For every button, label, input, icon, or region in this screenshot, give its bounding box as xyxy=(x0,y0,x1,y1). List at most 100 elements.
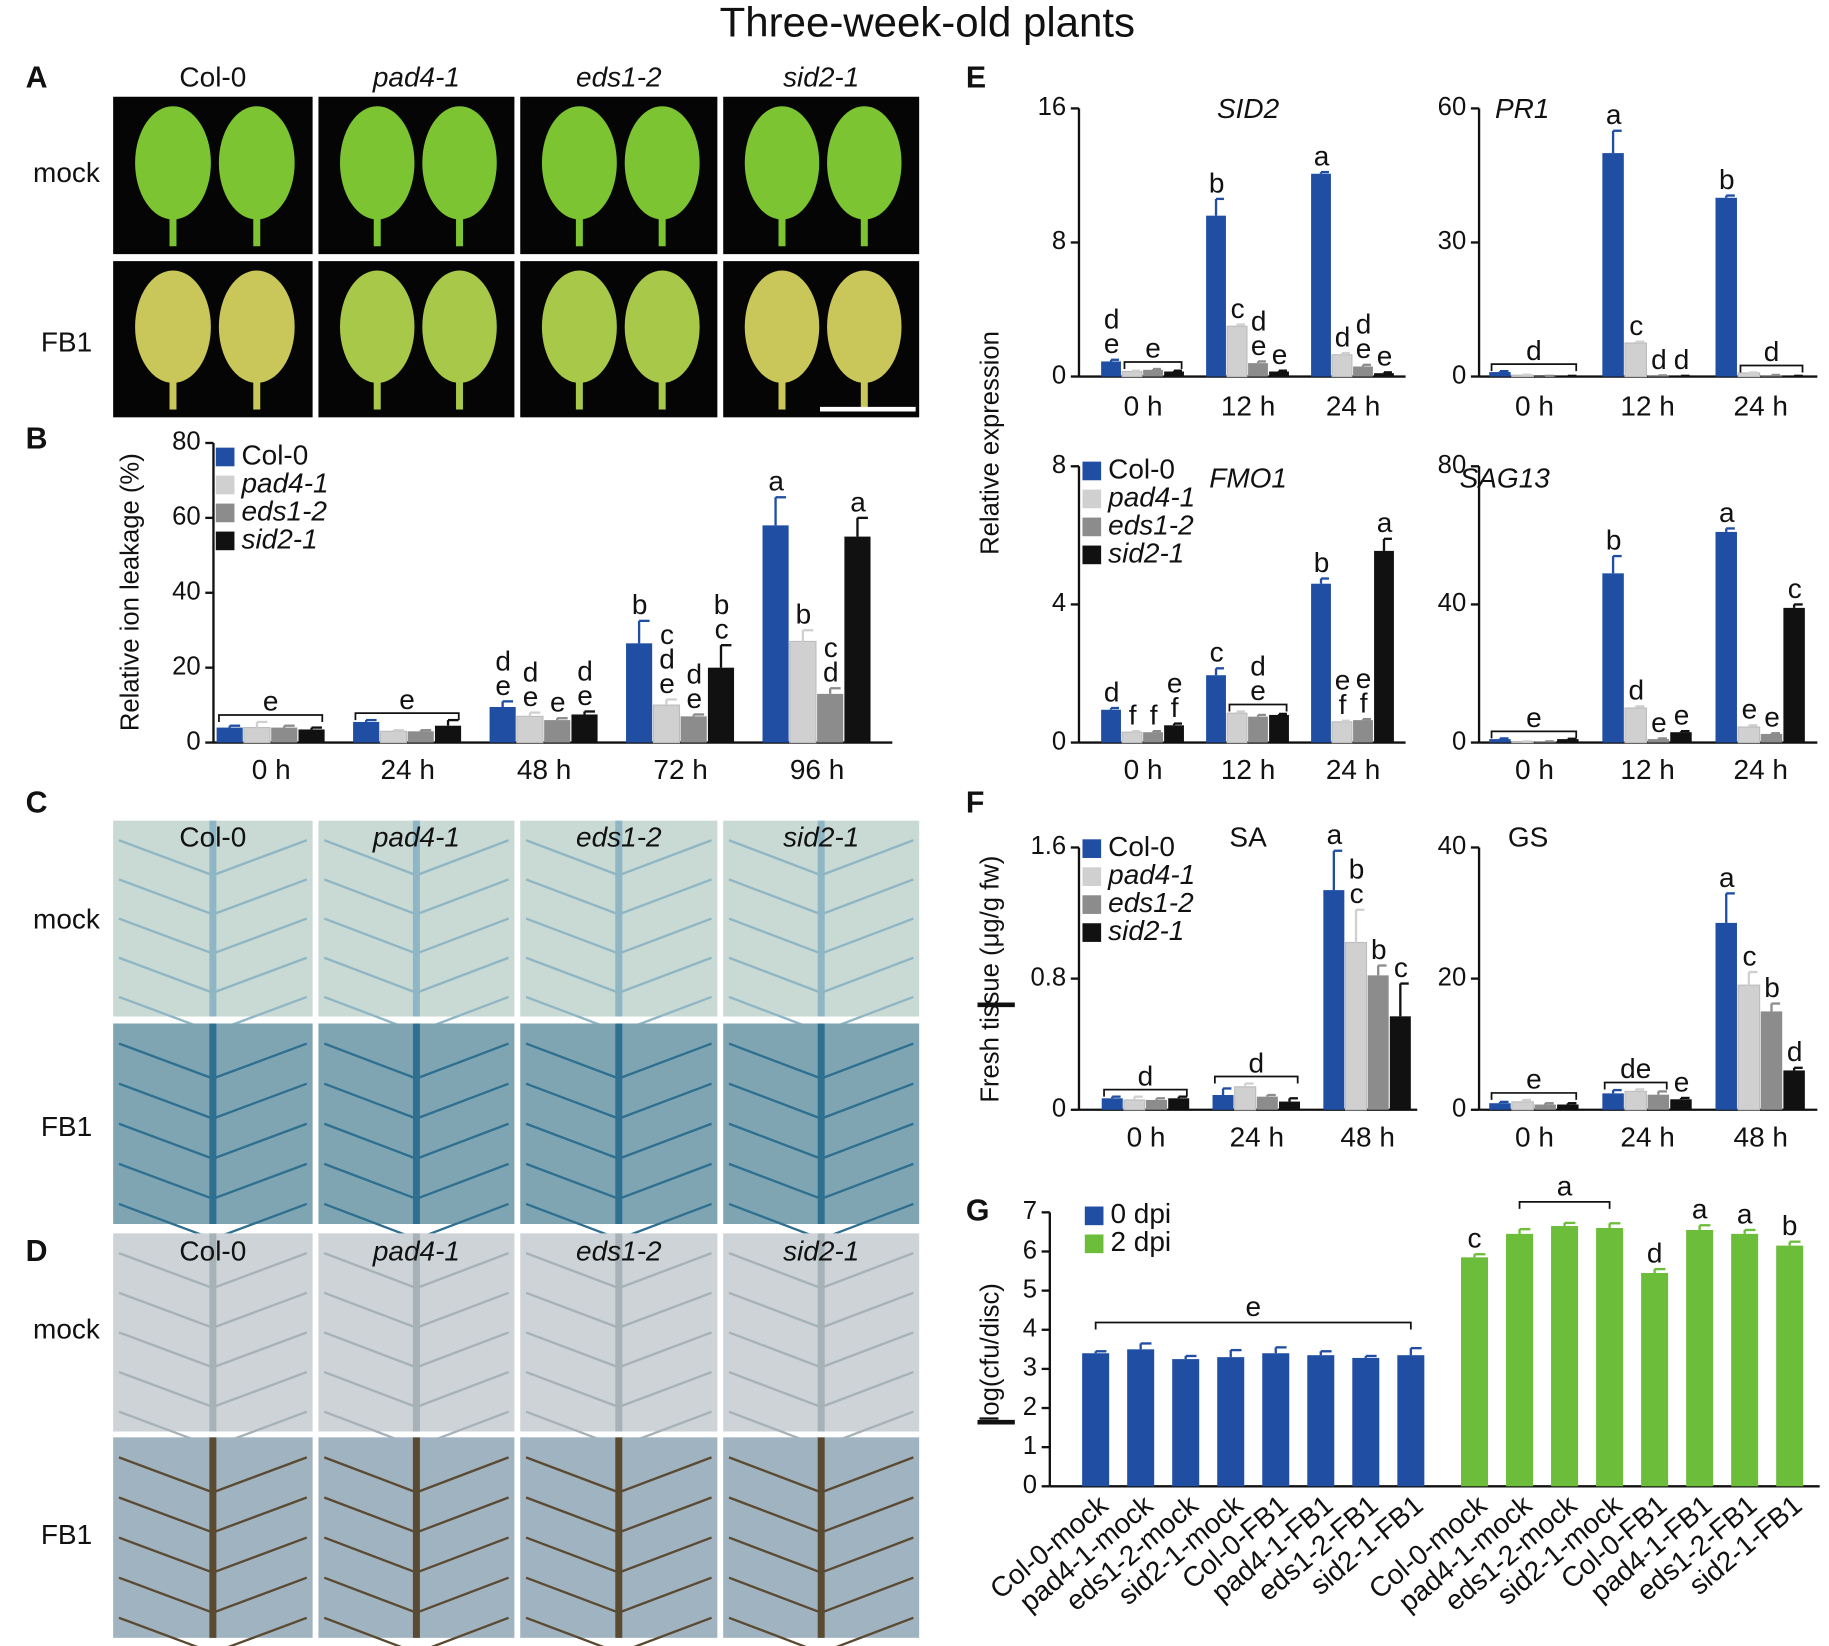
error-bar xyxy=(1361,717,1371,721)
panel-label: D xyxy=(26,1235,48,1268)
y-tick-label: 8 xyxy=(1052,451,1066,479)
bar xyxy=(1307,1355,1335,1487)
error-bar xyxy=(1266,1093,1276,1097)
error-bar xyxy=(1634,705,1645,709)
y-tick-label: 0 xyxy=(1023,1471,1037,1499)
bar xyxy=(1331,354,1353,378)
bar xyxy=(1101,1098,1123,1110)
bar xyxy=(1397,1355,1425,1487)
vein xyxy=(416,878,509,916)
significance-letter: d xyxy=(1674,344,1690,375)
error-bar xyxy=(1563,1221,1576,1227)
significance-letter: c xyxy=(715,614,729,645)
vein xyxy=(212,1122,308,1160)
vein xyxy=(525,1616,605,1646)
y-tick-label: 7 xyxy=(1023,1197,1037,1225)
vein xyxy=(525,878,620,916)
genotype-label: Col-0 xyxy=(179,62,246,93)
error-bar xyxy=(1608,1222,1621,1229)
vein xyxy=(820,1370,914,1409)
bar xyxy=(544,720,571,743)
bar xyxy=(1783,607,1805,743)
bracket xyxy=(1603,1081,1668,1090)
legend-swatch xyxy=(215,531,235,551)
bar xyxy=(1670,1099,1692,1110)
significance-letter: a xyxy=(1719,862,1735,893)
error-bar xyxy=(1698,1224,1711,1230)
significance-letter: c xyxy=(1231,293,1245,324)
vein xyxy=(118,1456,214,1494)
bar xyxy=(1596,1228,1624,1487)
bar xyxy=(407,731,434,743)
error-bar xyxy=(528,711,541,717)
vein xyxy=(212,956,308,994)
y-tick-label: 0 xyxy=(1052,727,1066,755)
significance-letter: c xyxy=(1210,637,1224,668)
vein xyxy=(525,1042,620,1080)
vein xyxy=(416,839,509,877)
significance-letter: b xyxy=(1209,167,1225,198)
error-bar xyxy=(1319,1350,1332,1356)
error-bar xyxy=(1634,1088,1645,1092)
significance-letter: c xyxy=(1468,1223,1482,1254)
panel-label: E xyxy=(966,61,986,94)
significance-letter: f xyxy=(1150,700,1158,731)
vein xyxy=(118,1082,214,1120)
error-bar xyxy=(1653,1267,1666,1274)
vein xyxy=(416,1456,509,1494)
error-bar xyxy=(1221,1087,1232,1096)
error-bar xyxy=(1770,732,1781,735)
bar xyxy=(1489,372,1511,377)
chart-title: GS xyxy=(1508,822,1548,853)
vein xyxy=(525,839,620,877)
chart-title: SAG13 xyxy=(1460,463,1551,494)
vein xyxy=(416,1331,509,1369)
significance-letter: d xyxy=(1104,676,1120,707)
error-bar xyxy=(1361,363,1371,367)
y-tick-label: 3 xyxy=(1023,1354,1037,1382)
x-tick-label: 12 h xyxy=(1221,390,1275,421)
panel-label: B xyxy=(26,423,48,456)
vein xyxy=(728,1042,822,1080)
vein xyxy=(618,1456,712,1494)
leaf xyxy=(339,270,415,383)
error-bar xyxy=(1725,194,1735,198)
y-tick-label: 80 xyxy=(1438,451,1467,479)
error-bar xyxy=(1364,1354,1377,1358)
vein xyxy=(323,956,417,994)
vein xyxy=(618,1331,712,1369)
y-axis-label: Fresh tissue (μg/g fw) xyxy=(976,856,1004,1103)
bar xyxy=(434,725,462,743)
y-tick-label: 20 xyxy=(1438,963,1467,991)
leaf xyxy=(541,106,617,220)
significance-letter: a xyxy=(1737,1198,1753,1229)
bar xyxy=(1783,1070,1805,1110)
vein xyxy=(618,1370,712,1409)
vein xyxy=(820,1536,914,1574)
error-bar xyxy=(1382,371,1392,374)
leaf xyxy=(624,106,700,220)
bar xyxy=(762,525,789,743)
vein xyxy=(212,1576,308,1614)
legend-label: Col-0 xyxy=(1108,831,1175,862)
vein xyxy=(118,1576,214,1614)
genotype-label: sid2-1 xyxy=(783,1236,859,1267)
significance-letter: a xyxy=(1606,99,1622,130)
bar xyxy=(1168,1098,1190,1110)
bar xyxy=(1164,371,1184,377)
significance-letter: b xyxy=(1719,164,1735,195)
legend-swatch xyxy=(1082,839,1102,858)
error-bar xyxy=(1340,719,1350,722)
significance-letter: d xyxy=(686,658,702,689)
vein xyxy=(820,956,914,994)
legend-label: 0 dpi xyxy=(1110,1198,1171,1229)
bar xyxy=(1121,731,1143,744)
error-bar xyxy=(1657,737,1667,740)
legend-swatch xyxy=(215,447,235,467)
legend-label: pad4-1 xyxy=(1107,859,1195,890)
genotype-label: sid2-1 xyxy=(783,62,859,93)
significance-letter: d xyxy=(1248,1047,1264,1078)
bar xyxy=(1212,1095,1234,1110)
bar xyxy=(1760,733,1783,743)
x-tick-label: 48 h xyxy=(1340,1121,1394,1152)
